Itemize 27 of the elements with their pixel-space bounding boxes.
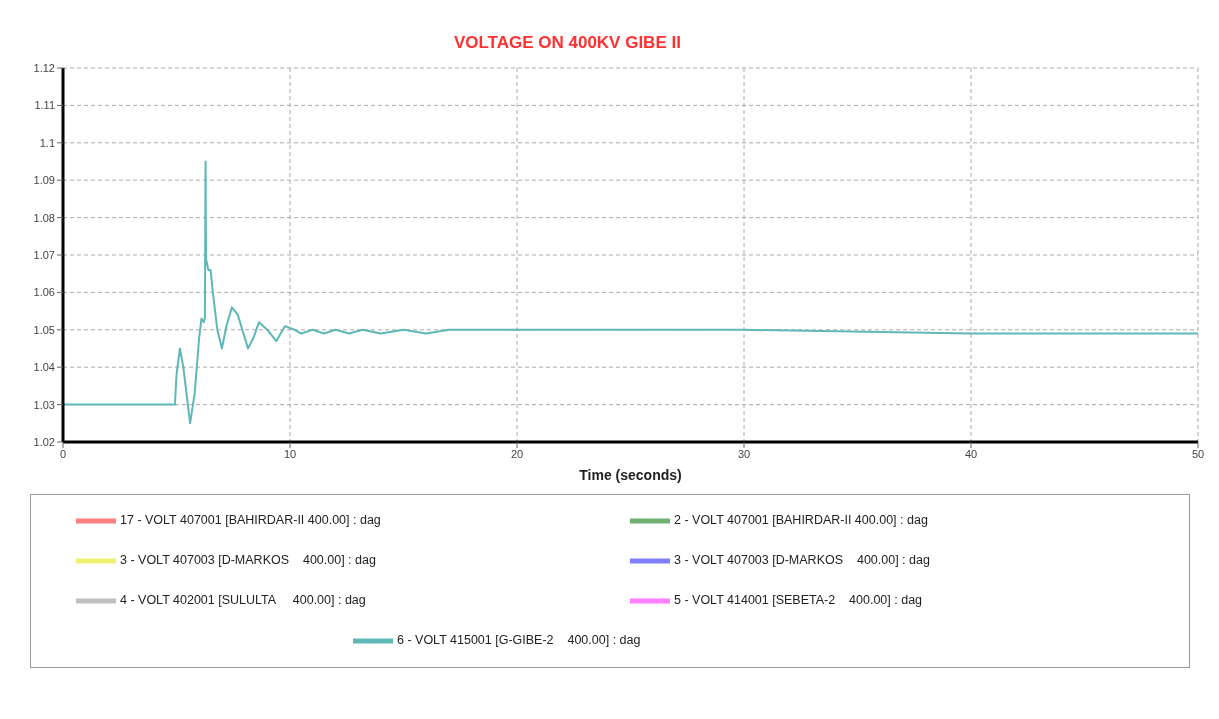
- y-tick-label: 1.12: [33, 61, 55, 74]
- x-axis-title: Time (seconds): [579, 467, 682, 483]
- y-tick-label: 1.07: [33, 248, 55, 261]
- legend-label: 6 - VOLT 415001 [G-GIBE-2 400.00] : dag: [397, 632, 642, 650]
- y-tick-label: 1.03: [33, 398, 55, 411]
- y-tick-label: 1.06: [33, 286, 55, 299]
- y-tick-label: 1.11: [34, 99, 55, 112]
- legend-label: 3 - VOLT 407003 [D-MARKOS 400.00] : dag: [120, 552, 377, 570]
- legend-label: 2 - VOLT 407001 [BAHIRDAR-II 400.00] : dag: [674, 512, 929, 530]
- y-tick-label: 1.04: [33, 361, 55, 374]
- y-tick-label: 1.05: [33, 323, 55, 336]
- x-tick-label: 0: [59, 447, 67, 460]
- legend-label: 3 - VOLT 407003 [D-MARKOS 400.00] : dag: [674, 552, 931, 570]
- line-series: [63, 160, 1198, 425]
- legend-label: 4 - VOLT 402001 [SULULTA 400.00] : dag: [120, 592, 367, 610]
- y-tick-label: 1.02: [33, 435, 55, 448]
- legend-label: 5 - VOLT 414001 [SEBETA-2 400.00] : dag: [674, 592, 924, 610]
- y-tick-label: 1.1: [39, 136, 55, 149]
- x-tick-label: 40: [964, 447, 978, 460]
- x-tick-label: 30: [737, 447, 751, 460]
- y-tick-label: 1.09: [33, 174, 55, 187]
- chart-title: VOLTAGE ON 400KV GIBE II: [452, 33, 682, 53]
- y-tick-label: 1.08: [33, 211, 55, 224]
- x-tick-label: 10: [283, 447, 297, 460]
- legend-label: 17 - VOLT 407001 [BAHIRDAR-II 400.00] : dag: [120, 512, 382, 530]
- x-tick-label: 50: [1191, 447, 1205, 460]
- x-tick-label: 20: [510, 447, 524, 460]
